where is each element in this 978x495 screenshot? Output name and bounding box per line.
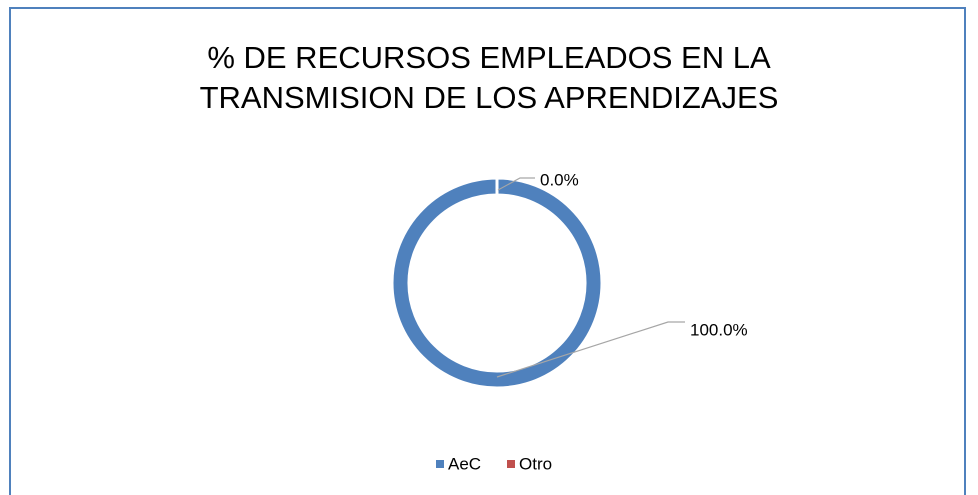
leader-line [497, 177, 535, 191]
legend-swatch [507, 460, 515, 468]
leader-line [496, 321, 685, 378]
data-label: 0.0% [540, 170, 579, 189]
chart-title: % DE RECURSOS EMPLEADOS EN LA TRANSMISIO… [199, 40, 779, 115]
legend-swatch [436, 460, 444, 468]
chart-title-box: % DE RECURSOS EMPLEADOS EN LA TRANSMISIO… [0, 38, 978, 118]
legend-label: Otro [519, 454, 552, 473]
data-label: 100.0% [690, 320, 748, 339]
chart-frame [9, 7, 966, 495]
legend-label: AeC [448, 454, 481, 473]
donut-slice [390, 176, 604, 390]
